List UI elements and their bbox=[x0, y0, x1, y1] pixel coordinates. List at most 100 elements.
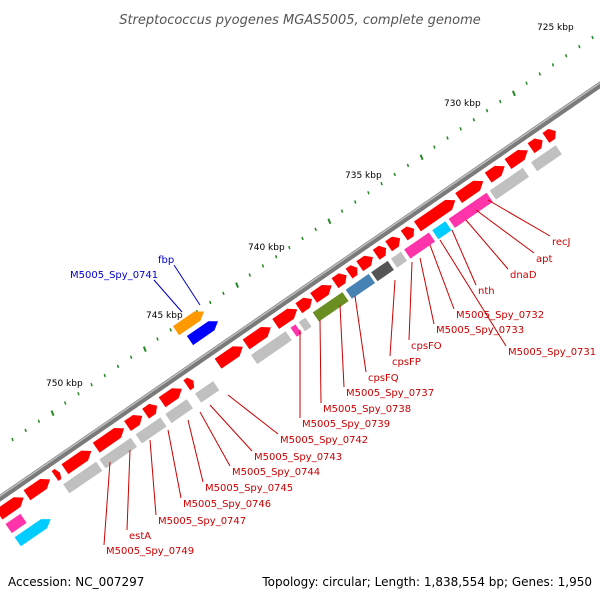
minor-tick bbox=[301, 236, 304, 241]
minor-tick bbox=[354, 200, 357, 204]
cds-feature bbox=[142, 403, 158, 419]
major-tick bbox=[50, 410, 55, 416]
cds-feature bbox=[242, 327, 271, 350]
gene-label[interactable]: M5005_Spy_0731 bbox=[508, 347, 596, 358]
genome-summary-text: Topology: circular; Length: 1,838,554 bp… bbox=[261, 575, 592, 589]
scale-label: 735 kbp bbox=[345, 171, 382, 181]
cds-feature bbox=[400, 226, 415, 241]
leader-line bbox=[173, 264, 201, 306]
leader-line bbox=[439, 239, 507, 347]
leader-line bbox=[199, 411, 231, 467]
minor-tick bbox=[169, 328, 172, 332]
strand-feature bbox=[448, 192, 493, 228]
minor-tick bbox=[578, 44, 581, 49]
leader-line bbox=[487, 199, 551, 237]
strand-feature bbox=[345, 273, 375, 299]
minor-tick bbox=[116, 364, 120, 369]
orange-feature bbox=[172, 311, 204, 336]
gene-label[interactable]: apt bbox=[536, 254, 552, 265]
leader-line bbox=[319, 319, 322, 404]
strand-feature bbox=[251, 331, 292, 365]
leader-line bbox=[167, 429, 182, 499]
scale-label: 730 kbp bbox=[444, 99, 481, 109]
scale-label: 740 kbp bbox=[248, 243, 285, 253]
minor-tick bbox=[103, 373, 106, 378]
gene-label[interactable]: M5005_Spy_0745 bbox=[205, 483, 293, 494]
tick-marks bbox=[11, 35, 594, 442]
minor-tick bbox=[24, 428, 27, 433]
minor-tick bbox=[459, 127, 462, 131]
scale-label: 745 kbp bbox=[146, 311, 183, 321]
gene-label[interactable]: M5005_Spy_0733 bbox=[436, 325, 524, 336]
cds-feature bbox=[0, 497, 24, 520]
gene-label[interactable]: estA bbox=[129, 531, 151, 542]
gene-label[interactable]: M5005_Spy_0737 bbox=[346, 388, 434, 399]
leader-line bbox=[149, 439, 157, 516]
gene-label[interactable]: M5005_Spy_0732 bbox=[456, 310, 544, 321]
cds-feature bbox=[61, 450, 92, 475]
leader-line bbox=[209, 404, 253, 452]
cds-feature bbox=[372, 245, 387, 260]
gene-label[interactable]: M5005_Spy_0738 bbox=[323, 404, 411, 415]
minor-tick bbox=[248, 273, 251, 277]
gene-label[interactable]: M5005_Spy_0742 bbox=[280, 435, 368, 446]
scale-label: 725 kbp bbox=[537, 23, 574, 33]
gene-label[interactable]: recJ bbox=[552, 237, 571, 248]
minor-tick bbox=[380, 181, 383, 186]
strand-feature bbox=[391, 251, 408, 268]
strand-feature bbox=[531, 145, 562, 172]
gene-label[interactable]: M5005_Spy_0743 bbox=[254, 452, 342, 463]
cds-feature bbox=[214, 346, 243, 369]
cds-feature bbox=[414, 199, 456, 232]
cds-feature bbox=[124, 415, 143, 431]
gene-label[interactable]: M5005_Spy_0744 bbox=[232, 467, 320, 478]
minor-tick bbox=[485, 108, 489, 113]
cds-feature bbox=[455, 180, 484, 203]
leader-line bbox=[419, 257, 435, 325]
minor-tick bbox=[90, 382, 93, 387]
minor-tick bbox=[564, 54, 568, 58]
leader-line bbox=[465, 219, 509, 270]
cds-feature bbox=[331, 273, 347, 289]
major-tick bbox=[235, 282, 240, 289]
gene-label[interactable]: M5005_Spy_0746 bbox=[183, 499, 271, 510]
gene-label[interactable]: M5005_Spy_0747 bbox=[158, 516, 246, 527]
cds-feature bbox=[345, 265, 358, 279]
gene-label[interactable]: dnaD bbox=[510, 270, 537, 281]
strand-feature bbox=[298, 317, 312, 332]
cds-feature bbox=[295, 297, 312, 314]
minor-tick bbox=[472, 117, 476, 122]
leader-line bbox=[451, 229, 477, 286]
minor-tick bbox=[274, 255, 278, 259]
major-tick bbox=[511, 90, 516, 97]
minor-tick bbox=[129, 355, 133, 360]
strand-feature bbox=[489, 167, 529, 200]
minor-tick bbox=[261, 264, 265, 268]
gene-label[interactable]: cpsFQ bbox=[368, 373, 399, 384]
gene-label[interactable]: fbp bbox=[158, 255, 174, 266]
minor-tick bbox=[37, 419, 41, 423]
strand-feature bbox=[404, 232, 436, 259]
leader-line bbox=[227, 394, 279, 435]
leader-line bbox=[354, 295, 367, 373]
strand-feature bbox=[290, 324, 302, 337]
gene-label[interactable]: M5005_Spy_0749 bbox=[106, 546, 194, 557]
gene-label[interactable]: M5005_Spy_0739 bbox=[302, 419, 390, 430]
leader-line bbox=[153, 279, 183, 313]
gene-label[interactable]: cpsFO bbox=[411, 341, 442, 352]
major-tick bbox=[419, 154, 424, 161]
minor-tick bbox=[433, 145, 436, 149]
major-tick bbox=[327, 218, 332, 225]
strand-feature bbox=[432, 221, 452, 240]
gene-label[interactable]: nth bbox=[478, 286, 495, 297]
minor-tick bbox=[538, 72, 541, 76]
genome-backbone-highlight bbox=[0, 81, 600, 498]
leader-lines bbox=[103, 199, 551, 546]
cds-feature bbox=[484, 165, 505, 183]
gene-label[interactable]: cpsFP bbox=[392, 357, 421, 368]
strand-feature bbox=[5, 513, 27, 534]
cds-feature bbox=[527, 138, 543, 154]
gene-label[interactable]: M5005_Spy_0741 bbox=[70, 270, 158, 281]
